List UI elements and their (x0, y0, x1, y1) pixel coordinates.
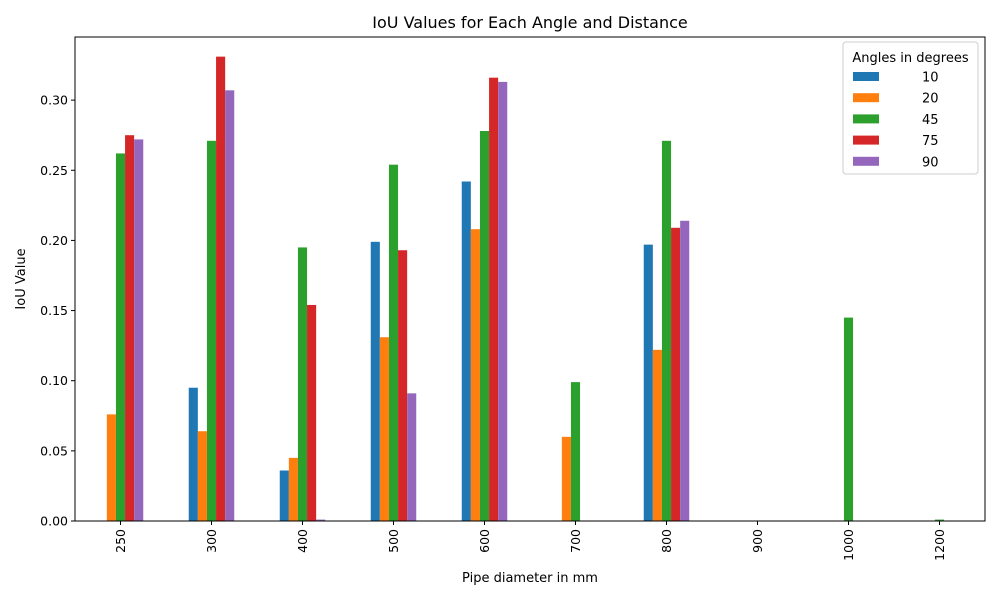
x-tick-label: 900 (750, 529, 765, 553)
x-tick-label: 1000 (841, 529, 856, 561)
legend-swatch-20 (853, 93, 879, 103)
legend: Angles in degrees 10 20 45 75 90 (842, 41, 979, 175)
bar-10-300 (188, 387, 198, 521)
x-tick-label: 1200 (932, 529, 947, 561)
bar-45-500 (388, 164, 399, 521)
y-tick-label: 0.10 (40, 373, 68, 388)
legend-swatch-10 (853, 72, 879, 81)
bar-90-500 (407, 393, 417, 521)
y-tick-label: 0.05 (40, 443, 68, 458)
bar-10-600 (461, 181, 471, 521)
x-tick-label: 300 (204, 529, 219, 553)
bar-20-400 (288, 457, 298, 521)
legend-swatch-90 (853, 156, 879, 166)
x-tick-label: 500 (386, 529, 401, 553)
bar-10-800 (643, 244, 653, 521)
bar-90-300 (225, 90, 235, 521)
y-axis-label: IoU Value (14, 248, 29, 309)
y-tick-label: 0.25 (40, 163, 68, 178)
bar-20-250 (106, 414, 116, 521)
bar-75-250 (125, 135, 135, 521)
bar-90-400 (316, 519, 326, 521)
legend-items: 10 20 45 75 90 (853, 71, 939, 170)
axes-frame (74, 36, 986, 522)
bar-10-500 (370, 241, 380, 521)
bar-45-600 (479, 130, 490, 522)
legend-title: Angles in degrees (852, 51, 968, 66)
bar-20-700 (561, 436, 571, 521)
y-tick-label: 0.15 (40, 303, 68, 318)
chart-title: IoU Values for Each Angle and Distance (372, 13, 687, 32)
legend-swatch-75 (853, 135, 879, 145)
legend-label-20: 20 (922, 92, 939, 107)
legend-label-75: 75 (922, 134, 939, 149)
bar-75-500 (398, 250, 408, 522)
bar-75-400 (307, 304, 317, 521)
bar-75-600 (489, 77, 499, 522)
bar-10-400 (279, 470, 289, 521)
legend-label-10: 10 (922, 71, 939, 86)
x-tick-label: 250 (113, 529, 128, 553)
legend-label-45: 45 (922, 113, 939, 128)
bar-75-800 (671, 227, 681, 522)
bar-45-1000 (843, 317, 854, 521)
legend-label-90: 90 (922, 155, 939, 170)
bar-20-800 (652, 349, 662, 521)
y-tick-label: 0.00 (40, 514, 68, 529)
bar-75-300 (216, 56, 226, 521)
y-tick-label: 0.20 (40, 233, 68, 248)
x-axis-label: Pipe diameter in mm (462, 571, 598, 586)
y-axis: 0.00 0.05 0.10 0.15 0.20 0.25 0.30 (40, 93, 75, 529)
x-axis: 250 300 400 500 600 700 800 900 1000 1200 (113, 521, 947, 561)
bar-45-800 (661, 140, 672, 521)
plot-area (74, 36, 986, 522)
bar-20-300 (197, 431, 207, 521)
bar-20-500 (379, 337, 389, 521)
bar-20-600 (470, 229, 480, 521)
bar-45-300 (206, 140, 217, 521)
x-tick-label: 600 (477, 529, 492, 553)
y-tick-label: 0.30 (40, 93, 68, 108)
bar-45-1200 (934, 519, 945, 521)
bar-45-700 (570, 382, 581, 521)
x-tick-label: 800 (659, 529, 674, 553)
bar-90-800 (680, 220, 690, 521)
bar-45-250 (115, 153, 126, 521)
legend-swatch-45 (853, 114, 879, 124)
bar-90-600 (498, 81, 508, 521)
x-tick-label: 400 (295, 529, 310, 553)
bar-90-250 (134, 139, 144, 521)
bar-45-400 (297, 247, 308, 521)
x-tick-label: 700 (568, 529, 583, 553)
